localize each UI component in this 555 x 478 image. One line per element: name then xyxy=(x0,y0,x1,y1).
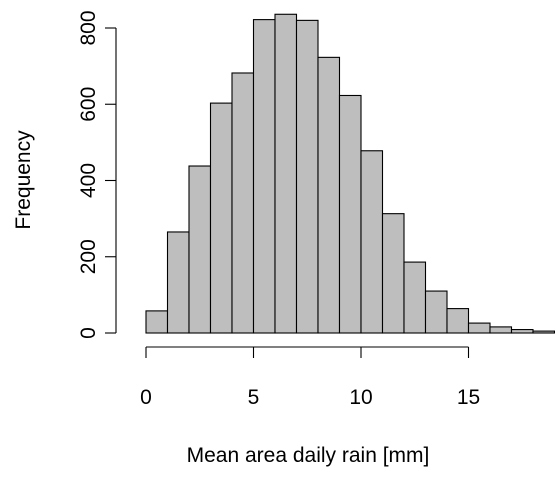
histogram-bar-7 xyxy=(295,19,319,334)
x-tick-label-2: 10 xyxy=(349,386,372,409)
histogram-bar-3 xyxy=(209,102,233,334)
histogram-bar-18 xyxy=(532,330,555,334)
histogram-bar-1 xyxy=(166,231,190,334)
x-tick-label-1: 5 xyxy=(248,386,260,409)
histogram-bar-6 xyxy=(274,13,298,334)
histogram-bars xyxy=(145,13,555,334)
histogram-bar-9 xyxy=(338,94,362,334)
y-axis-label: Frequency xyxy=(12,130,35,230)
histogram-bar-4 xyxy=(231,72,255,334)
histogram-bar-5 xyxy=(252,19,276,334)
histogram-bar-12 xyxy=(403,261,427,334)
y-axis: 0 200 400 600 800 xyxy=(77,10,117,339)
y-tick-label-2: 400 xyxy=(77,163,100,198)
histogram-bar-17 xyxy=(510,329,534,334)
x-axis-label: Mean area daily rain [mm] xyxy=(187,444,430,467)
histogram-bar-14 xyxy=(446,308,470,334)
histogram-bar-13 xyxy=(424,290,448,334)
y-tick-label-1: 200 xyxy=(77,239,100,274)
histogram-bar-2 xyxy=(188,165,212,334)
y-tick-label-0: 0 xyxy=(77,327,100,339)
histogram-bar-11 xyxy=(381,213,405,334)
histogram-bar-8 xyxy=(317,56,341,334)
x-axis: 0 5 10 15 xyxy=(140,346,480,409)
x-tick-label-3: 15 xyxy=(457,386,480,409)
histogram-bar-10 xyxy=(360,150,384,334)
histogram-bar-16 xyxy=(489,326,513,334)
y-tick-label-4: 800 xyxy=(77,10,100,45)
histogram-bar-15 xyxy=(467,322,491,334)
histogram-bar-0 xyxy=(145,310,169,334)
y-tick-label-3: 600 xyxy=(77,87,100,122)
x-tick-label-0: 0 xyxy=(140,386,152,409)
